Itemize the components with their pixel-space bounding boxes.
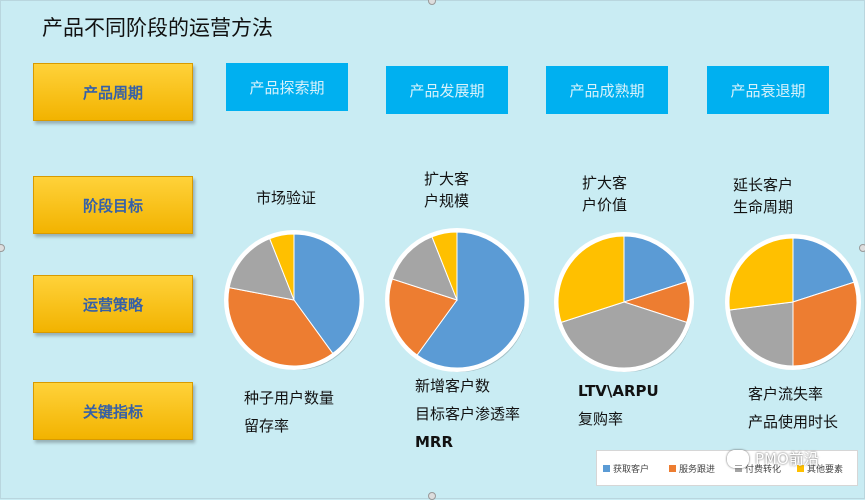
kpi-item: MRR <box>415 433 454 451</box>
row-label-cycle: 产品周期 <box>33 63 193 121</box>
row-label-strategy: 运营策略 <box>33 275 193 333</box>
legend-item-acquire: 获取客户 <box>603 462 649 475</box>
phase-decline: 产品衰退期 <box>707 66 829 114</box>
phase-mature: 产品成熟期 <box>546 66 668 114</box>
kpi-item: 产品使用时长 <box>748 413 839 431</box>
legend-label: 获取客户 <box>613 465 650 475</box>
pie-slice-其他要素 <box>431 231 458 301</box>
pie-slice-服务跟进 <box>388 278 458 356</box>
legend-item-other: 其他要素 <box>797 462 843 475</box>
kpi-mature: LTV\ARPU 复购率 <box>578 377 659 433</box>
pie-slice-其他要素 <box>269 233 295 301</box>
pie-slice-付费转化 <box>228 237 295 301</box>
legend-label: 服务跟进 <box>679 465 716 475</box>
legend-item-service: 服务跟进 <box>669 462 715 475</box>
row-label-kpi: 关键指标 <box>33 382 193 440</box>
pie-slice-获取客户 <box>792 237 855 303</box>
pie-slice-其他要素 <box>728 237 794 311</box>
kpi-item: 种子用户数量 <box>244 389 335 407</box>
pie-slice-服务跟进 <box>792 281 858 367</box>
kpi-decline: 客户流失率 产品使用时长 <box>748 380 838 436</box>
wechat-icon <box>727 449 749 468</box>
pie-slice-付费转化 <box>391 236 458 301</box>
pie-slice-付费转化 <box>560 301 688 369</box>
goal-mature: 扩大客 户价值 <box>582 174 628 214</box>
goal-decline: 延长客户 生命周期 <box>733 176 794 216</box>
slide-title: 产品不同阶段的运营方法 <box>42 16 273 40</box>
legend-label: 其他要素 <box>807 465 844 475</box>
kpi-item: 复购率 <box>578 410 624 428</box>
pie-slice-服务跟进 <box>227 287 334 367</box>
goal-growth: 扩大客 户规模 <box>424 170 470 210</box>
legend-swatch <box>669 465 676 472</box>
pie-slice-获取客户 <box>293 233 361 355</box>
legend-item-paid: 付费转化 <box>735 462 781 475</box>
kpi-item: 留存率 <box>244 417 290 435</box>
kpi-item: LTV\ARPU <box>578 382 659 400</box>
legend-swatch <box>735 465 742 472</box>
watermark-text: PMO前沿 <box>755 450 819 468</box>
kpi-growth: 新增客户数 目标客户渗透率 MRR <box>415 372 520 456</box>
legend-label: 付费转化 <box>745 465 782 475</box>
pie-slice-其他要素 <box>557 235 625 324</box>
phase-growth: 产品发展期 <box>386 66 508 114</box>
resize-handle-left[interactable] <box>0 244 5 252</box>
goal-explore: 市场验证 <box>256 189 317 207</box>
kpi-item: 目标客户渗透率 <box>415 405 521 423</box>
resize-handle-right[interactable] <box>859 244 865 252</box>
pie-slice-获取客户 <box>623 235 688 303</box>
legend-swatch <box>603 465 610 472</box>
phase-explore: 产品探索期 <box>226 63 348 111</box>
kpi-explore: 种子用户数量 留存率 <box>244 384 334 440</box>
legend-swatch <box>797 465 804 472</box>
kpi-item: 新增客户数 <box>415 377 491 395</box>
pie-slice-付费转化 <box>728 301 794 367</box>
resize-handle-top[interactable] <box>428 0 436 5</box>
kpi-item: 客户流失率 <box>748 385 824 403</box>
row-label-goal: 阶段目标 <box>33 176 193 234</box>
watermark: PMO前沿 <box>727 448 819 469</box>
pie-slice-获取客户 <box>416 231 526 369</box>
